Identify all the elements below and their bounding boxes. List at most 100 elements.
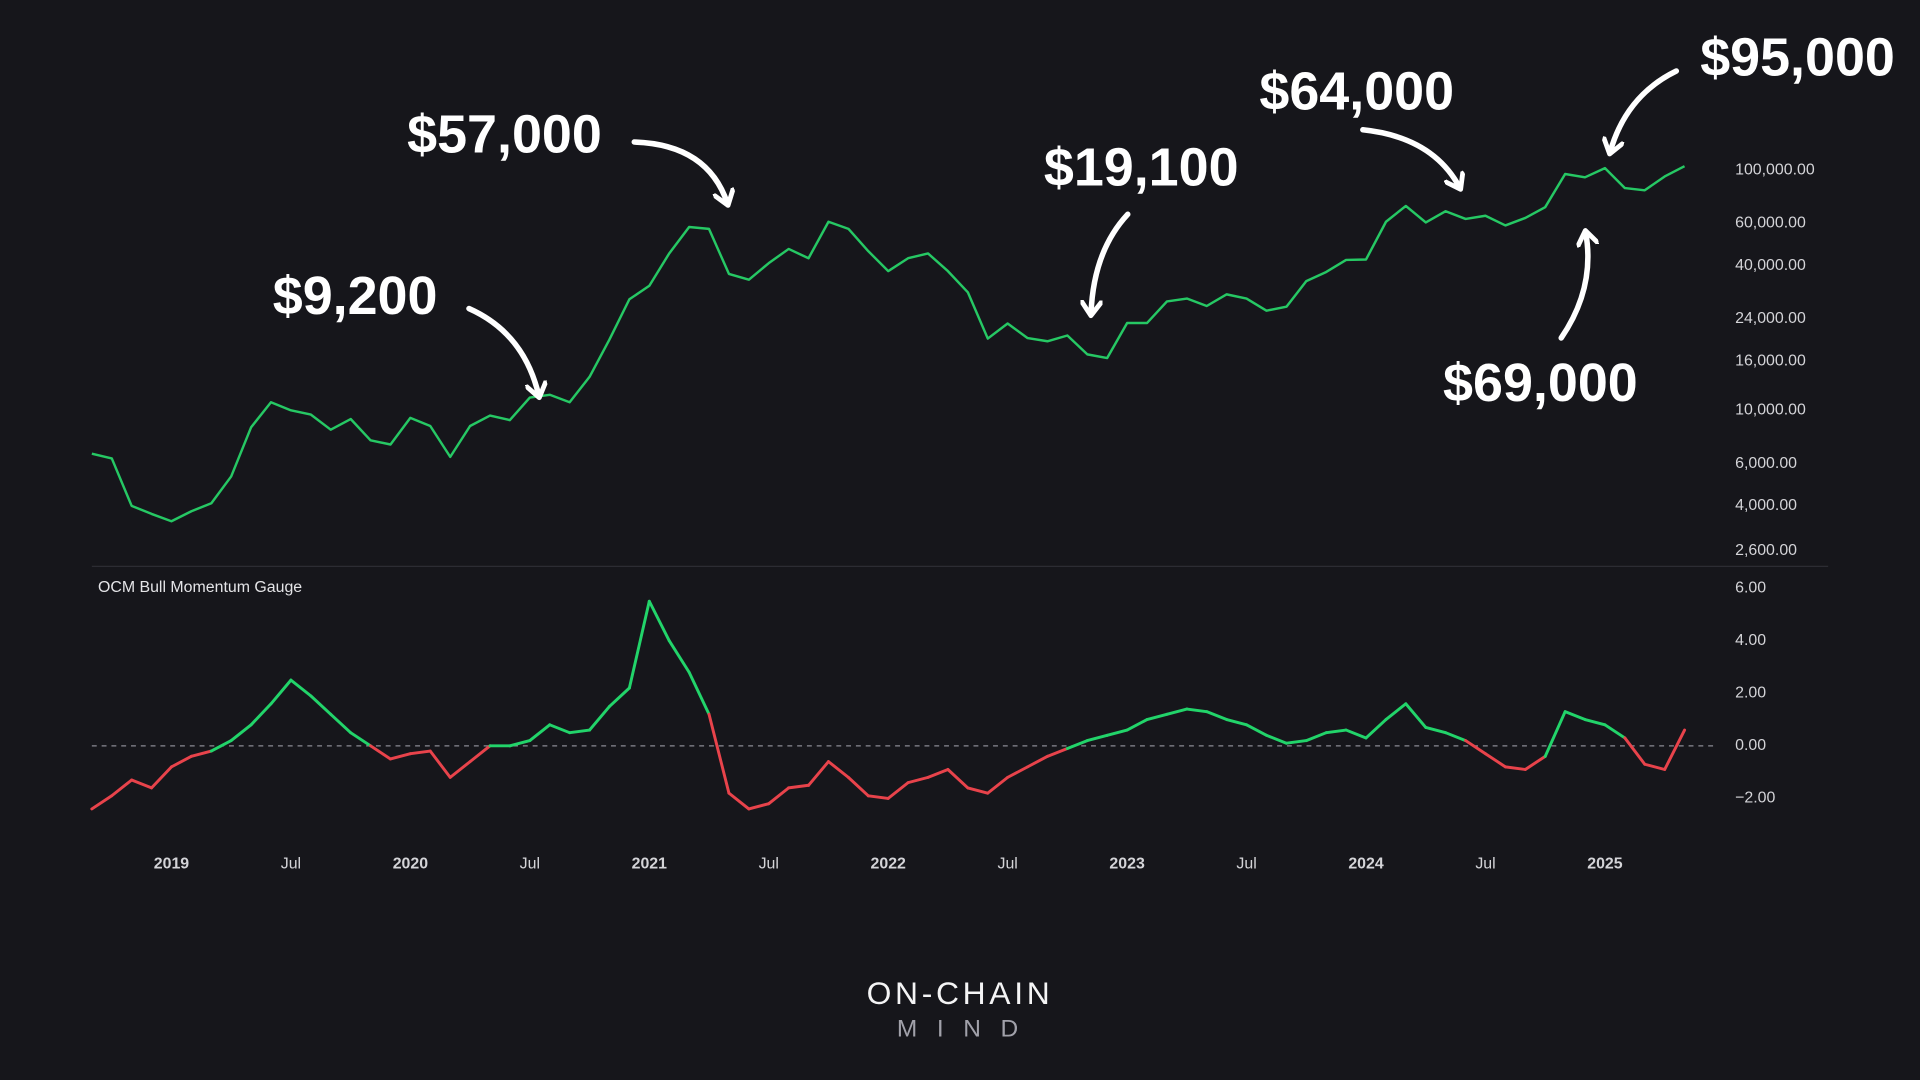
gauge-segment [608,686,631,708]
gauge-segment [787,783,811,790]
x-tick-label: Jul [1475,856,1495,873]
annotation: $64,000 [1259,62,1454,122]
gauge-segment [1663,728,1687,771]
gauge-segment [209,739,233,753]
gauge-segment [627,599,651,690]
gauge-segment [1484,752,1507,769]
gauge-segment [349,731,373,748]
gauge-segment [687,670,711,716]
gauge-segment [807,760,830,787]
x-tick-label: 2024 [1348,856,1384,873]
gauge-segment [946,768,970,790]
x-tick-label: 2025 [1587,856,1623,873]
gauge-segment [866,794,890,800]
annotation: $69,000 [1443,353,1638,413]
gauge-segment [249,702,273,727]
gauge-segment [110,778,134,798]
x-tick-label: 2019 [154,856,190,873]
gauge-segment [827,760,850,779]
x-tick-label: Jul [1236,856,1256,873]
gauge-segment [1464,739,1487,756]
y-tick-label: 4,000.00 [1735,497,1797,514]
gauge-segment [329,712,353,735]
annotation-arrow [1091,211,1131,313]
x-tick-label: 2020 [393,856,429,873]
gauge-segment [508,739,532,748]
price-line [91,165,1686,523]
gauge-segment [269,678,293,706]
y-tick-label: 40,000.00 [1735,257,1806,274]
gauge-segment [1623,736,1647,766]
gauge-segment [1384,702,1408,722]
gauge-segment [408,749,432,756]
annotation: $57,000 [407,105,602,165]
y-tick-label: 6.00 [1735,579,1766,596]
y-tick-label: 10,000.00 [1735,402,1806,419]
gauge-segment [428,749,452,779]
y-tick-label: 4.00 [1735,632,1766,649]
gauge-segment [667,639,691,674]
x-tick-label: 2021 [632,856,668,873]
y-tick-label: 60,000.00 [1735,215,1806,232]
brand-line2: MIND [897,1015,1038,1042]
gauge-segment [1125,718,1149,732]
gauge-segment [1404,702,1428,729]
annotation-arrow [1360,127,1460,188]
gauge-segment [886,781,910,800]
gauge-segment [548,723,572,735]
annotation-arrow [1558,233,1588,341]
gauge-segment [1085,733,1109,743]
gauge-segment [1185,707,1209,714]
x-tick-label: Jul [281,856,301,873]
gauge-segment [1006,765,1030,779]
brand-line1: ON-CHAIN [867,975,1054,1011]
y-tick-label: 16,000.00 [1735,353,1806,370]
gauge-segment [1444,731,1468,743]
annotation: $9,200 [273,266,438,326]
x-tick-label: 2022 [871,856,907,873]
annotation: $19,100 [1044,138,1239,198]
gauge-segment [588,704,611,732]
gauge-segment [926,768,950,779]
gauge-segment [1503,765,1527,771]
gauge-segment [1324,728,1348,735]
gauge-segment [727,791,751,811]
gauge-segment [1643,762,1667,771]
gauge-segment [767,786,791,806]
gauge-segment [1344,728,1368,740]
x-tick-label: Jul [997,856,1017,873]
y-tick-label: 2,600.00 [1735,542,1797,559]
gauge-segment [170,754,193,769]
gauge-segment [906,775,930,785]
gauge-segment [528,723,552,743]
gauge-segment [568,728,592,735]
gauge-segment [1364,718,1388,740]
gauge-segment [1603,723,1627,740]
gauge-segment [229,723,253,743]
gauge-segment [1245,723,1268,737]
gauge-segment [1424,725,1448,735]
y-tick-label: 24,000.00 [1735,310,1806,327]
gauge-segment [1145,712,1169,722]
gauge-segment [150,765,173,790]
y-tick-label: 100,000.00 [1735,161,1815,178]
gauge-segment [747,802,771,811]
gauge-segment [1523,754,1547,771]
annotation-arrow [466,305,539,396]
y-tick-label: 2.00 [1735,684,1766,701]
gauge-segment [707,712,731,795]
x-tick-label: Jul [520,856,540,873]
gauge-segment [1583,718,1607,727]
gauge-segment [1026,754,1049,769]
gauge-segment [369,744,392,761]
gauge-segment [309,694,333,716]
annotation-arrow [1610,68,1680,152]
gauge-segment [130,778,154,790]
gauge-segment [1165,707,1189,716]
y-tick-label: −2.00 [1735,790,1775,807]
gauge-segment [289,678,313,698]
gauge-segment [90,794,114,811]
gauge-segment [1105,728,1129,737]
